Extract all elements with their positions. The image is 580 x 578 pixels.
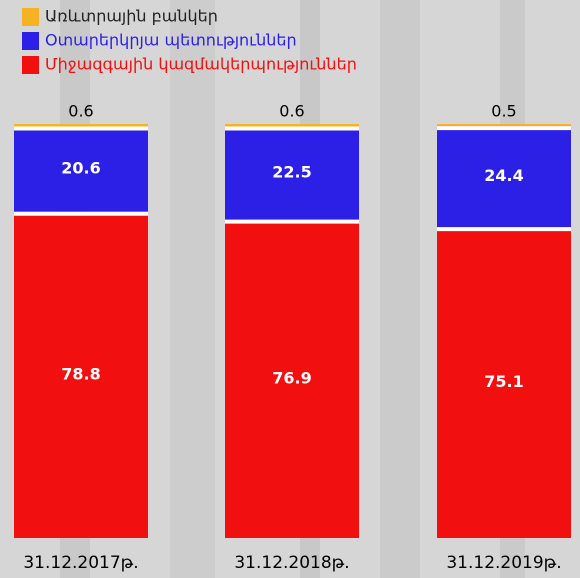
x-tick-label: 31.12.2017թ. [23,553,138,573]
legend-text: Միջազգային կազմակերպություններ [45,55,357,74]
value-label: 0.5 [491,102,516,121]
bar-segment [225,126,359,220]
bar-segment [437,124,571,127]
value-label: 22.5 [272,163,311,182]
bar-segment [14,126,148,212]
value-label: 20.6 [61,159,100,178]
legend-swatch [22,8,39,26]
bar-segment [225,219,359,538]
value-label: 0.6 [279,102,304,121]
bar-segment [14,211,148,538]
bar-segment [437,126,571,228]
legend-swatch [22,32,39,50]
legend-text: Օտարերկրյա պետություններ [45,31,297,50]
value-label: 78.8 [61,364,100,383]
x-tick-label: 31.12.2019թ. [446,553,561,573]
bar-segment [14,124,148,127]
bar-segment [437,227,571,538]
value-label: 24.4 [484,166,523,185]
value-label: 75.1 [484,372,523,391]
x-tick-label: 31.12.2018թ. [234,553,349,573]
legend-text: Առևտրային բանկեր [45,7,218,26]
legend-swatch [22,56,39,74]
value-label: 76.9 [272,368,311,387]
bar-segment [225,124,359,127]
value-label: 0.6 [68,102,93,121]
